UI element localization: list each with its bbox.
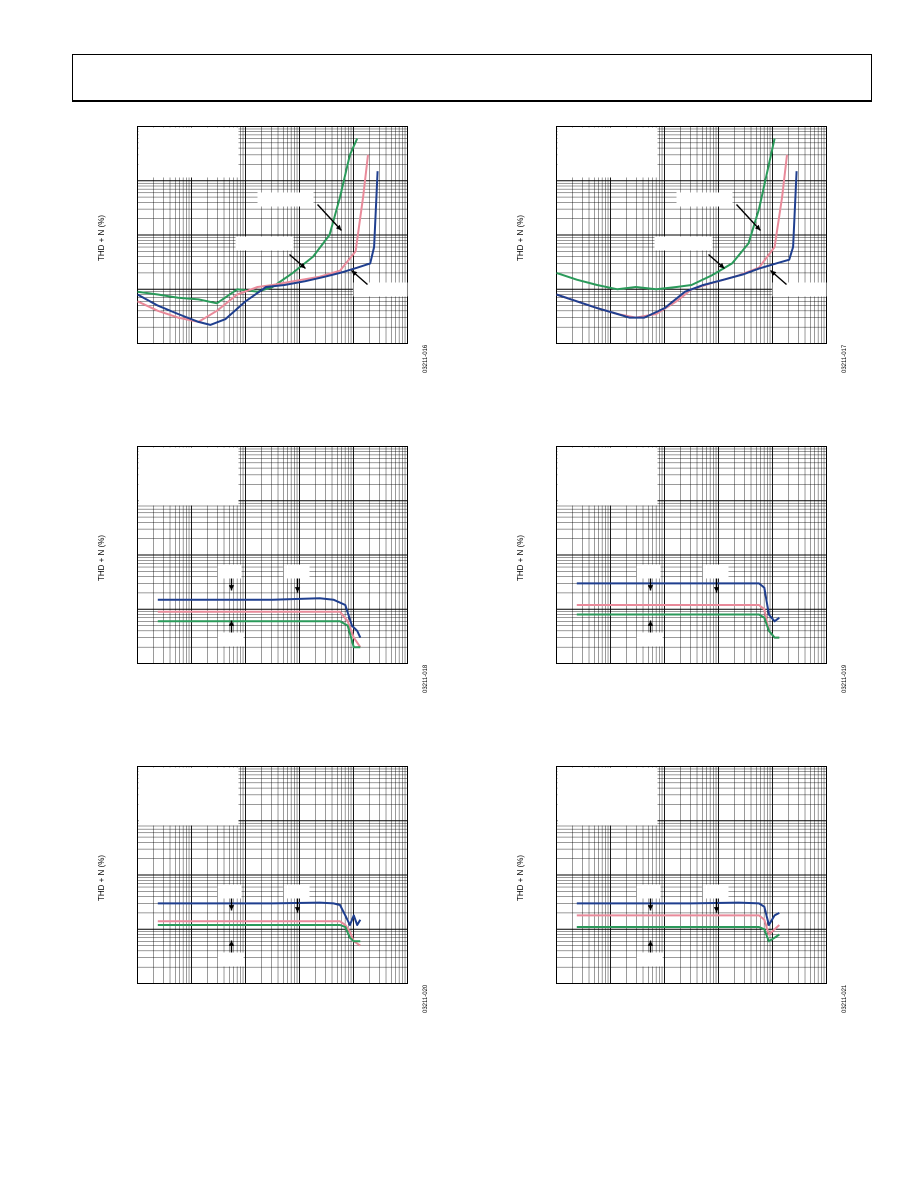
figure-id: 03211-020 xyxy=(423,984,429,1013)
series-line-2 xyxy=(137,154,369,323)
series-line-3 xyxy=(137,171,379,326)
plot-frame xyxy=(556,126,827,344)
series-line-2 xyxy=(157,610,362,648)
annotation-box xyxy=(654,236,713,251)
series-line-2 xyxy=(157,920,361,947)
plot-frame xyxy=(556,766,827,984)
arrow-head xyxy=(713,587,720,593)
annotation-box xyxy=(636,884,661,899)
y-axis-label: THD + N (%) xyxy=(516,855,525,901)
chart-p1 xyxy=(137,126,408,344)
series-line-3 xyxy=(157,620,361,649)
annotation-box xyxy=(702,564,729,579)
chart-p2 xyxy=(556,126,827,344)
annotation-box xyxy=(217,884,242,899)
y-axis-label: THD + N (%) xyxy=(516,535,525,581)
arrow-head xyxy=(294,587,301,593)
y-axis-label: THD + N (%) xyxy=(97,855,106,901)
series-line-1 xyxy=(157,597,362,639)
annotation-box xyxy=(353,282,408,297)
annotation-box xyxy=(636,564,661,579)
figure-id: 03211-018 xyxy=(423,664,429,693)
arrow-head xyxy=(228,905,235,911)
arrow-head xyxy=(713,907,720,913)
page-header-box xyxy=(72,54,872,102)
annotation-box xyxy=(217,952,244,967)
arrow-head xyxy=(647,620,654,626)
annotation-box xyxy=(676,192,733,207)
plot-frame xyxy=(556,446,827,664)
annotation-box xyxy=(636,632,663,647)
plot-frame xyxy=(137,446,408,664)
annotation-box xyxy=(138,767,239,826)
annotation-arrow xyxy=(316,204,343,231)
annotation-box xyxy=(283,564,310,579)
annotation-box xyxy=(283,884,310,899)
annotation-box xyxy=(557,767,658,826)
annotation-box xyxy=(257,192,314,207)
chart-p3 xyxy=(137,446,408,664)
series-line-1 xyxy=(137,138,359,305)
y-axis-label: THD + N (%) xyxy=(516,215,525,261)
annotation-box xyxy=(557,127,658,178)
annotation-box xyxy=(217,564,242,579)
annotation-arrow xyxy=(735,204,762,231)
annotation-box xyxy=(138,447,239,506)
figure-id: 03211-016 xyxy=(423,344,429,373)
arrow-head xyxy=(294,907,301,913)
figure-id: 03211-021 xyxy=(842,984,848,1013)
arrow-head xyxy=(647,905,654,911)
series-line-2 xyxy=(556,154,788,319)
arrow-head xyxy=(718,262,725,269)
series-line-2 xyxy=(576,914,780,936)
series-line-3 xyxy=(576,926,780,943)
series-line-1 xyxy=(157,901,362,926)
series-line-1 xyxy=(556,138,776,291)
chart-p5 xyxy=(137,766,408,984)
annotation-box xyxy=(702,884,729,899)
annotation-box xyxy=(235,236,294,251)
chart-p6 xyxy=(556,766,827,984)
arrow-head xyxy=(647,585,654,591)
annotation-box xyxy=(217,632,244,647)
arrow-head xyxy=(335,224,342,231)
series-line-1 xyxy=(576,901,780,926)
arrow-head xyxy=(228,620,235,626)
plot-frame xyxy=(137,126,408,344)
annotation-box xyxy=(138,127,239,178)
annotation-box xyxy=(557,447,658,506)
figure-id: 03211-019 xyxy=(842,664,848,693)
plot-frame xyxy=(137,766,408,984)
y-axis-label: THD + N (%) xyxy=(97,215,106,261)
series-line-3 xyxy=(157,924,361,943)
figure-id: 03211-017 xyxy=(842,344,848,373)
chart-p4 xyxy=(556,446,827,664)
arrow-head xyxy=(351,270,358,277)
annotation-box xyxy=(636,952,663,967)
series-line-3 xyxy=(556,171,798,319)
arrow-head xyxy=(299,262,306,269)
arrow-head xyxy=(228,940,235,946)
y-axis-label: THD + N (%) xyxy=(97,535,106,581)
arrow-head xyxy=(647,940,654,946)
annotation-box xyxy=(772,282,827,297)
arrow-head xyxy=(754,224,761,231)
series-line-1 xyxy=(576,582,780,623)
series-line-3 xyxy=(576,613,780,639)
arrow-head xyxy=(770,270,777,277)
arrow-head xyxy=(228,585,235,591)
